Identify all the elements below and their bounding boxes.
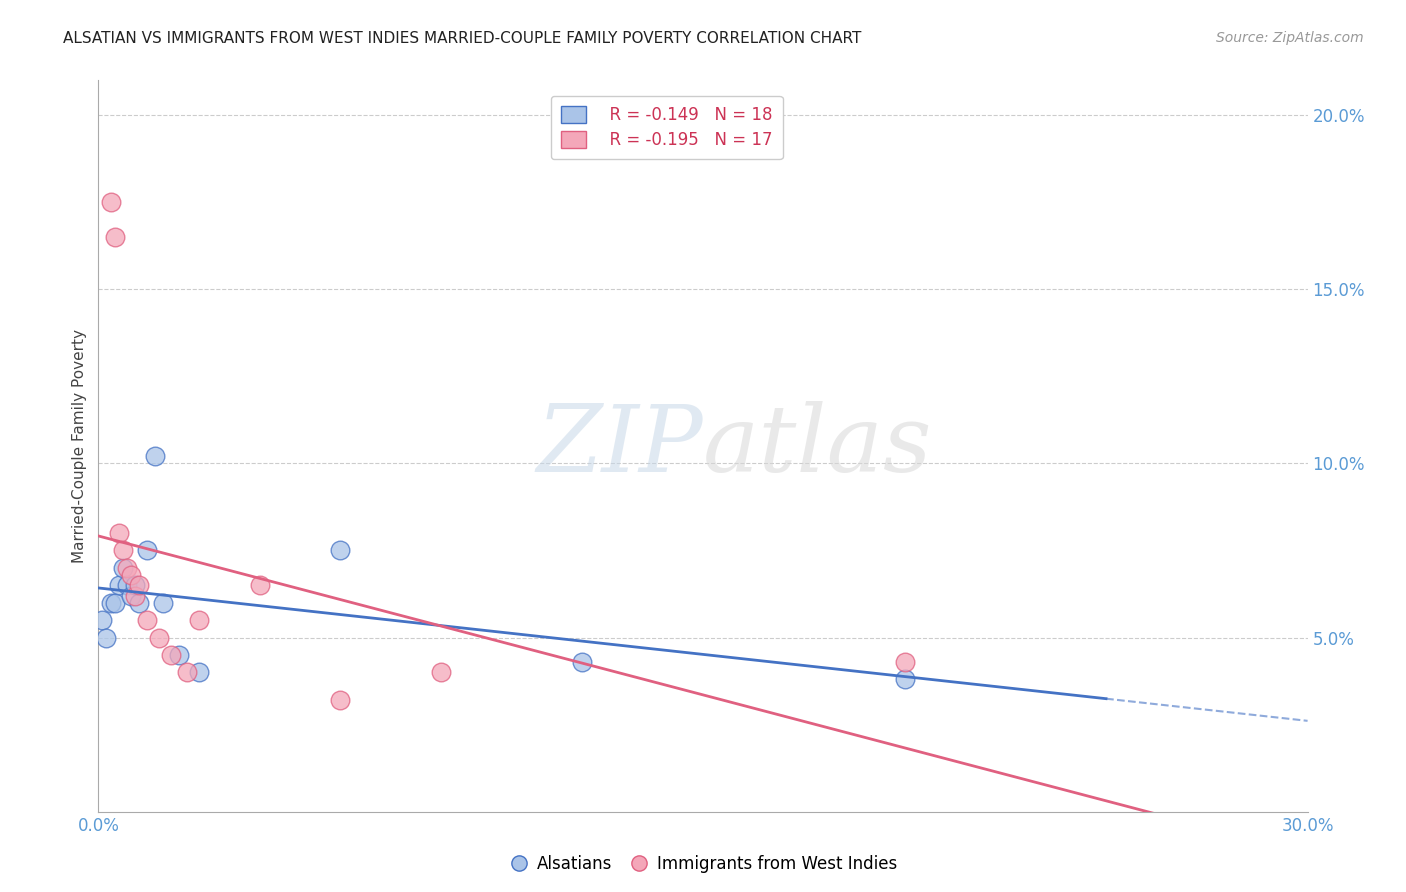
Point <box>430 665 453 680</box>
Point <box>143 450 166 464</box>
Point <box>135 613 157 627</box>
Point <box>128 578 150 592</box>
Legend:   R = -0.149   N = 18,   R = -0.195   N = 17: R = -0.149 N = 18, R = -0.195 N = 17 <box>551 96 783 159</box>
Point <box>111 543 134 558</box>
Point <box>249 578 271 592</box>
Point <box>188 613 211 627</box>
Point <box>571 655 593 669</box>
Point <box>152 596 174 610</box>
Point <box>115 578 138 592</box>
Point <box>893 673 915 687</box>
Point <box>120 567 142 582</box>
Point <box>329 693 352 707</box>
Point <box>120 589 142 603</box>
Point <box>188 665 211 680</box>
Point <box>111 561 134 575</box>
Y-axis label: Married-Couple Family Poverty: Married-Couple Family Poverty <box>72 329 87 563</box>
Point <box>100 195 122 210</box>
Point <box>167 648 190 662</box>
Point <box>329 543 352 558</box>
Point <box>107 578 129 592</box>
Point <box>115 561 138 575</box>
Point <box>176 665 198 680</box>
Point <box>135 543 157 558</box>
Point <box>124 578 146 592</box>
Text: atlas: atlas <box>703 401 932 491</box>
Point <box>160 648 183 662</box>
Point <box>107 526 129 541</box>
Point <box>893 655 915 669</box>
Point <box>103 230 125 244</box>
Point <box>100 596 122 610</box>
Text: ALSATIAN VS IMMIGRANTS FROM WEST INDIES MARRIED-COUPLE FAMILY POVERTY CORRELATIO: ALSATIAN VS IMMIGRANTS FROM WEST INDIES … <box>63 31 862 46</box>
Point <box>96 631 118 645</box>
Point <box>148 631 170 645</box>
Legend: Alsatians, Immigrants from West Indies: Alsatians, Immigrants from West Indies <box>502 848 904 880</box>
Text: Source: ZipAtlas.com: Source: ZipAtlas.com <box>1216 31 1364 45</box>
Point <box>124 589 146 603</box>
Text: ZIP: ZIP <box>536 401 703 491</box>
Point <box>128 596 150 610</box>
Point <box>103 596 125 610</box>
Point <box>91 613 114 627</box>
